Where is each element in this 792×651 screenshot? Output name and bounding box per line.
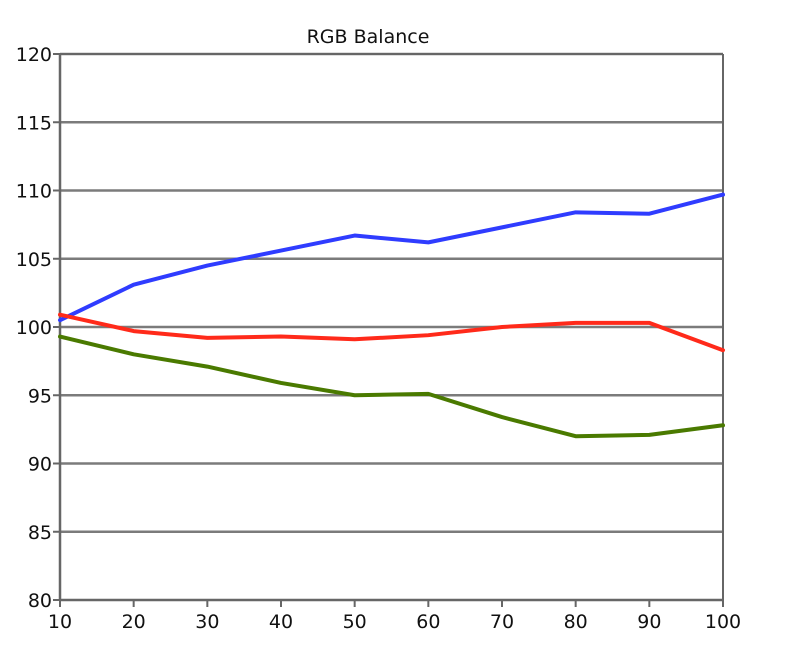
series-line-1 — [58, 192, 725, 323]
y-tick-label-110: 110 — [16, 181, 52, 203]
y-tick-label-100: 100 — [16, 317, 52, 339]
x-tick-label-50: 50 — [343, 611, 367, 633]
y-tick-label-105: 105 — [16, 249, 52, 271]
x-tick-label-60: 60 — [416, 611, 440, 633]
x-tick-label-80: 80 — [564, 611, 588, 633]
tick-label-layer: 80 85 90 95 100 105 110 115 120 10 20 30 40 50 60 70 80 9… — [16, 44, 741, 633]
x-tick-label-20: 20 — [122, 611, 146, 633]
series-line-2 — [58, 312, 725, 353]
grid-layer — [60, 52, 723, 533]
axis-layer — [53, 53, 724, 607]
x-tick-label-90: 90 — [637, 611, 661, 633]
x-tick-label-10: 10 — [48, 611, 72, 633]
y-tick-label-85: 85 — [28, 522, 52, 544]
y-tick-label-120: 120 — [16, 44, 52, 66]
y-tick-label-80: 80 — [28, 590, 52, 612]
x-tick-label-100: 100 — [705, 611, 741, 633]
x-tick-label-30: 30 — [195, 611, 219, 633]
chart-title: RGB Balance — [307, 26, 430, 48]
y-tick-label-115: 115 — [16, 112, 52, 134]
x-tick-label-70: 70 — [490, 611, 514, 633]
x-tick-label-40: 40 — [269, 611, 293, 633]
series-layer — [58, 192, 725, 439]
y-tick-label-90: 90 — [28, 454, 52, 476]
series-line-3 — [58, 334, 725, 439]
y-tick-label-95: 95 — [28, 385, 52, 407]
